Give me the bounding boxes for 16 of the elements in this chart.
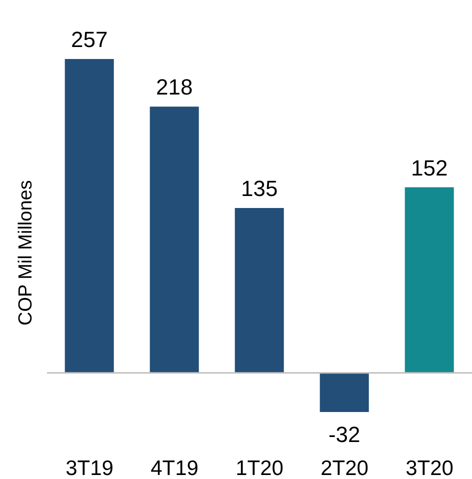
y-axis-title: COP Mil Millones [16,180,37,326]
data-label: 257 [70,27,108,52]
x-tick-label: 2T20 [320,456,368,479]
data-label: -32 [328,422,360,447]
x-tick-label: 3T20 [406,456,454,479]
bar [234,208,284,373]
bar [404,187,454,373]
x-tick-label: 4T19 [150,456,198,479]
bar [150,106,199,373]
bar [64,59,114,373]
data-label: 152 [410,155,448,180]
bar [320,372,369,412]
data-label: 218 [156,74,193,100]
x-tick-label: 3T19 [66,456,114,479]
x-tick-label: 1T20 [236,456,284,479]
data-label: 135 [240,176,278,202]
